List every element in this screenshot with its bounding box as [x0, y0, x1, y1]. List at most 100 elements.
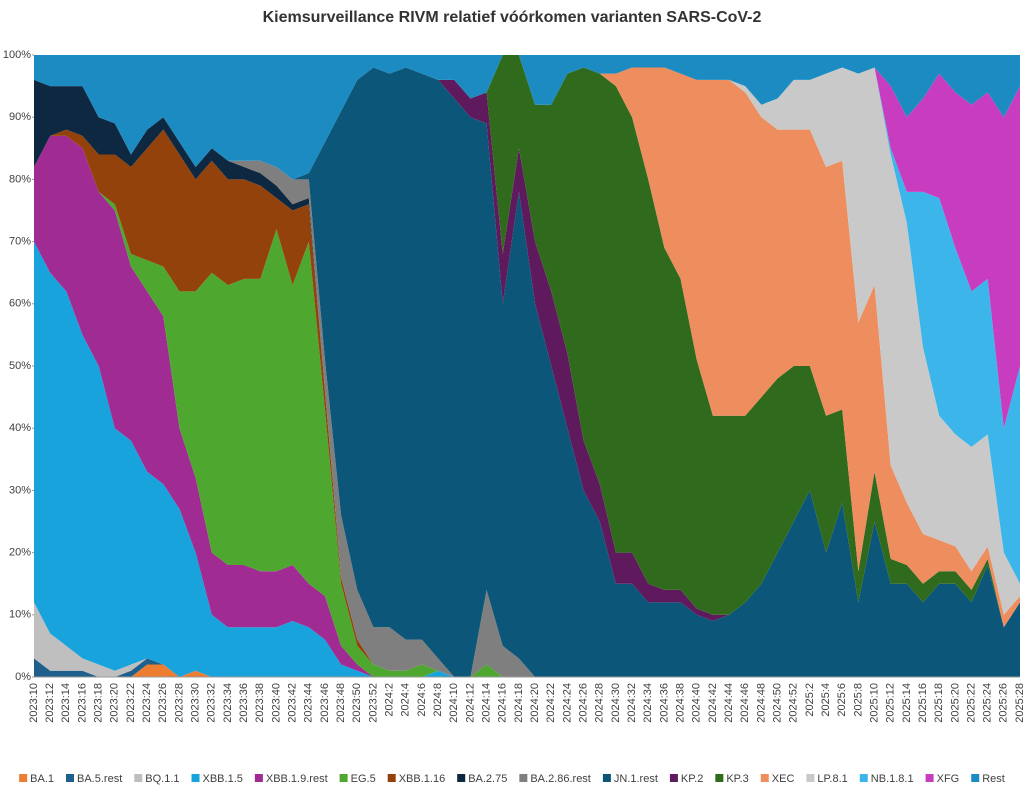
area [34, 55, 1020, 628]
legend-label: KP.2 [681, 773, 703, 785]
y-tick-label: 90% [9, 111, 31, 123]
legend-label: BA.5.rest [77, 773, 122, 785]
y-tick-label: 10% [9, 609, 31, 621]
legend-label: NB.1.8.1 [871, 773, 914, 785]
x-tick-label: 2025:22 [965, 683, 977, 723]
x-tick-label: 2024:26 [577, 683, 589, 723]
area [34, 241, 1020, 677]
x-tick-label: 2023:40 [270, 683, 282, 723]
x-tick-label: 2023:28 [173, 683, 185, 723]
legend-swatch [191, 774, 200, 782]
legend-label: XBB.1.5 [203, 773, 243, 785]
x-tick-label: 2024:20 [529, 683, 541, 723]
y-tick-label: 50% [9, 360, 31, 372]
x-tick-label: 2023:18 [93, 683, 105, 723]
x-tick-label: 2023:24 [141, 683, 153, 723]
x-tick-label: 2025:18 [933, 683, 945, 723]
x-tick-label: 2024:2 [384, 683, 396, 717]
legend-swatch [19, 774, 28, 782]
x-tick-label: 2023:44 [303, 683, 315, 723]
x-tick-label: 2025:28 [1014, 683, 1024, 723]
legend-swatch [254, 774, 263, 782]
x-tick-label: 2024:6 [416, 683, 428, 717]
x-tick-label: 2023:32 [206, 683, 218, 723]
legend-label: BQ.1.1 [145, 773, 179, 785]
area [34, 55, 1020, 628]
x-tick-label: 2025:10 [868, 683, 880, 723]
x-tick-label: 2024:18 [513, 683, 525, 723]
legend-swatch [387, 774, 396, 782]
legend-swatch [339, 774, 348, 782]
x-tick-label: 2025:12 [885, 683, 897, 723]
legend-label: JN.1.rest [614, 773, 658, 785]
y-tick-label: 100% [3, 49, 31, 61]
legend-label: XBB.1.16 [399, 773, 445, 785]
area [34, 664, 1020, 677]
x-tick-label: 2025:2 [804, 683, 816, 717]
x-tick-label: 2025:26 [998, 683, 1010, 723]
x-tick-label: 2023:34 [222, 683, 234, 723]
area [34, 135, 1020, 678]
x-tick-label: 2025:6 [836, 683, 848, 717]
y-tick-label: 40% [9, 422, 31, 434]
x-tick-label: 2024:10 [448, 683, 460, 723]
x-tick-label: 2025:8 [852, 683, 864, 717]
x-tick-label: 2024:36 [658, 683, 670, 723]
x-tick-label: 2023:52 [367, 683, 379, 723]
y-tick-label: 80% [9, 173, 31, 185]
y-tick-label: 60% [9, 298, 31, 310]
y-tick-label: 70% [9, 236, 31, 248]
x-tick-label: 2023:30 [190, 683, 202, 723]
x-tick-label: 2024:8 [432, 683, 444, 717]
legend-swatch [859, 774, 868, 782]
x-tick-label: 2025:16 [917, 683, 929, 723]
legend-swatch [925, 774, 934, 782]
legend: BA.1 BA.5.rest BQ.1.1 XBB.1.5 XBB.1.9.rest EG… [19, 773, 1005, 785]
x-tick-label: 2024:52 [788, 683, 800, 723]
x-tick-label: 2024:30 [610, 683, 622, 723]
x-tick-label: 2023:26 [157, 683, 169, 723]
area [34, 658, 1020, 677]
legend-label: BA.2.86.rest [530, 773, 591, 785]
area [34, 129, 1020, 677]
legend-swatch [715, 774, 724, 782]
legend-label: XFG [937, 773, 960, 785]
area [34, 55, 1020, 180]
x-tick-label: 2023:38 [254, 683, 266, 723]
x-tick-label: 2023:20 [109, 683, 121, 723]
legend-label: Rest [982, 773, 1005, 785]
legend-label: XEC [772, 773, 795, 785]
x-tick-label: 2024:48 [755, 683, 767, 723]
legend-label: XBB.1.9.rest [266, 773, 328, 785]
x-tick-label: 2024:32 [626, 683, 638, 723]
area [34, 67, 1020, 677]
legend-label: BA.1 [30, 773, 54, 785]
x-tick-label: 2024:44 [723, 683, 735, 723]
x-tick-label: 2024:28 [594, 683, 606, 723]
x-tick-label: 2024:50 [771, 683, 783, 723]
x-tick-label: 2023:50 [351, 683, 363, 723]
legend-swatch [519, 774, 528, 782]
x-tick-label: 2024:42 [707, 683, 719, 723]
y-tick-label: 20% [9, 547, 31, 559]
legend-label: KP.3 [726, 773, 748, 785]
x-tick-label: 2024:34 [642, 683, 654, 723]
legend-swatch [66, 774, 75, 782]
y-tick-label: 0% [15, 671, 31, 683]
x-tick-label: 2023:10 [28, 683, 40, 723]
x-tick-label: 2023:12 [44, 683, 56, 723]
y-tick-label: 30% [9, 484, 31, 496]
legend-swatch [602, 774, 611, 782]
legend-swatch [806, 774, 815, 782]
legend-label: LP.8.1 [817, 773, 847, 785]
x-tick-label: 2024:16 [497, 683, 509, 723]
legend-swatch [760, 774, 769, 782]
x-tick-label: 2024:46 [739, 683, 751, 723]
legend-label: BA.2.75 [468, 773, 507, 785]
x-tick-label: 2025:4 [820, 683, 832, 717]
x-tick-label: 2023:14 [60, 683, 72, 723]
legend-swatch [457, 774, 466, 782]
x-tick-label: 2024:24 [561, 683, 573, 723]
x-tick-label: 2023:46 [319, 683, 331, 723]
